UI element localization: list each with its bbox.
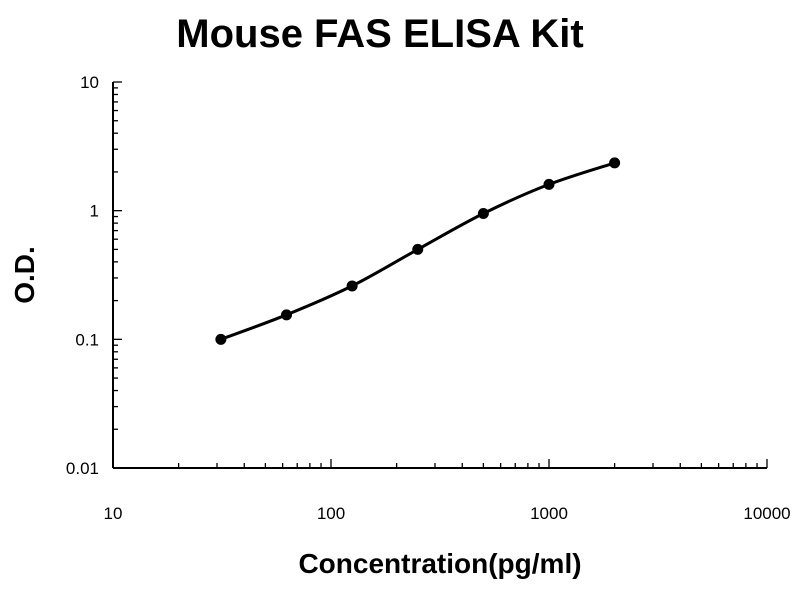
chart-title: Mouse FAS ELISA Kit bbox=[176, 12, 584, 56]
data-point bbox=[215, 333, 227, 345]
x-axis-title: Concentration(pg/ml) bbox=[298, 548, 581, 579]
y-tick-label: 0.01 bbox=[66, 459, 99, 478]
axes bbox=[112, 82, 767, 469]
x-tick-label: 1000 bbox=[530, 504, 568, 523]
tick-labels: 0.01 0.1 1 10 10 100 1000 10000 bbox=[66, 73, 791, 523]
y-axis-title: O.D. bbox=[9, 246, 40, 304]
y-tick-label: 10 bbox=[80, 73, 99, 92]
x-tick-label: 100 bbox=[317, 504, 345, 523]
data-point bbox=[281, 309, 293, 321]
x-tick-label: 10 bbox=[104, 504, 123, 523]
tick-marks bbox=[112, 81, 768, 469]
y-tick-label: 1 bbox=[90, 202, 99, 221]
data-point bbox=[543, 178, 555, 190]
y-tick-label: 0.1 bbox=[75, 330, 99, 349]
data-point bbox=[609, 157, 621, 169]
data-point bbox=[346, 280, 358, 292]
data-points bbox=[215, 157, 621, 345]
data-point bbox=[412, 243, 424, 255]
x-tick-label: 10000 bbox=[743, 504, 790, 523]
data-point bbox=[477, 208, 489, 220]
